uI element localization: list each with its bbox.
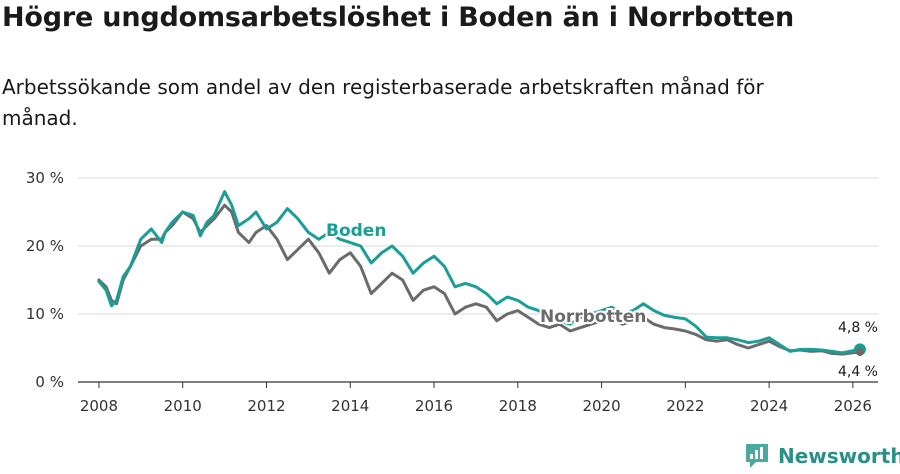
chart-title: Högre ungdomsarbetslöshet i Boden än i N… (2, 2, 794, 33)
x-tick-label: 2012 (247, 397, 285, 415)
x-tick-label: 2016 (415, 397, 453, 415)
newsworthy-logo-icon (746, 444, 768, 468)
y-tick-label: 0 % (35, 373, 64, 391)
x-tick-label: 2018 (499, 397, 537, 415)
x-tick-label: 2022 (666, 397, 704, 415)
end-value-label-boden: 4,8 % (838, 320, 878, 336)
grid-lines (78, 177, 878, 315)
y-axis-ticks: 0 % 10 % 20 % 30 % (26, 169, 64, 391)
x-axis: 2008 2010 2012 2014 2016 2018 2020 2022 2024 2026 (78, 381, 878, 415)
x-tick-label: 2020 (582, 397, 620, 415)
series-labels: Boden Norrbotten 4,8 % 4,4 % (324, 219, 878, 380)
x-tick-label: 2010 (164, 397, 202, 415)
series-label-boden: Boden (326, 221, 386, 241)
x-tick-label: 2026 (834, 397, 872, 415)
x-tick-label: 2008 (80, 397, 118, 415)
x-tick-label: 2024 (750, 397, 788, 415)
y-tick-label: 20 % (26, 237, 64, 255)
series-line-boden (97, 190, 862, 355)
brand-name: Newsworthy (778, 444, 900, 468)
y-tick-label: 10 % (26, 305, 64, 323)
y-tick-label: 30 % (26, 169, 64, 187)
x-tick-label: 2014 (331, 397, 369, 415)
brand-logo: Newsworthy (744, 442, 900, 470)
series-label-norrbotten: Norrbotten (540, 307, 646, 327)
end-value-label-norrbotten: 4,4 % (838, 364, 878, 380)
series-lines (97, 190, 862, 356)
series-line-norrbotten (97, 203, 862, 356)
chart-subtitle: Arbetssökande som andel av den registerb… (2, 75, 764, 130)
norrbotten-end-marker (855, 348, 864, 357)
